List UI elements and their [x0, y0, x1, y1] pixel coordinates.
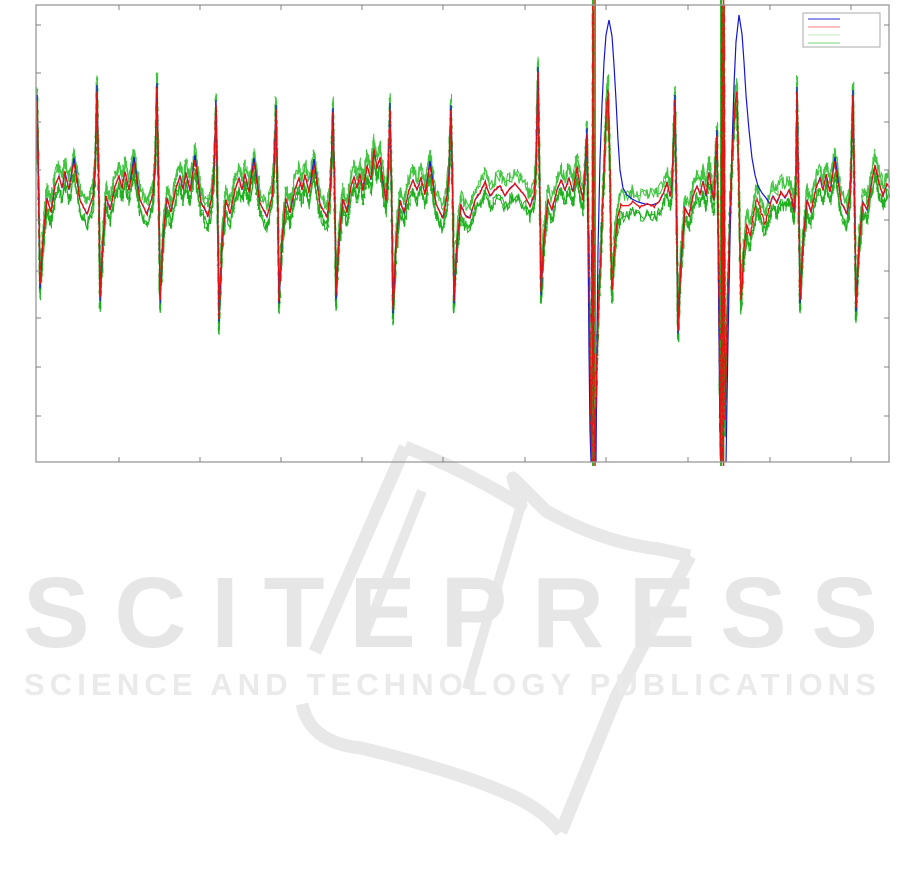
- open-book-icon: [295, 440, 696, 837]
- axis-box: [35, 4, 890, 463]
- series-traces: [36, 5, 890, 462]
- book-crease-left: [356, 489, 427, 646]
- book-right-edge: [554, 552, 696, 835]
- book-bottom-edge: [295, 702, 567, 837]
- legend-box: [802, 12, 881, 48]
- series-lower-bound: [36, 13, 890, 462]
- watermark-title: SCITEPRESS: [23, 557, 878, 669]
- series-upper-bound: [36, 5, 890, 456]
- axes: [35, 4, 890, 463]
- book-left-edge: [309, 444, 411, 655]
- watermark-subtitle: SCIENCE AND TECHNOLOGY PUBLICATIONS: [24, 667, 876, 702]
- signal-chart: [35, 0, 890, 466]
- series-estimate-signal: [36, 5, 890, 462]
- book-crease-right: [462, 503, 526, 691]
- chart-legend: [802, 12, 881, 48]
- book-top-edge: [402, 440, 692, 563]
